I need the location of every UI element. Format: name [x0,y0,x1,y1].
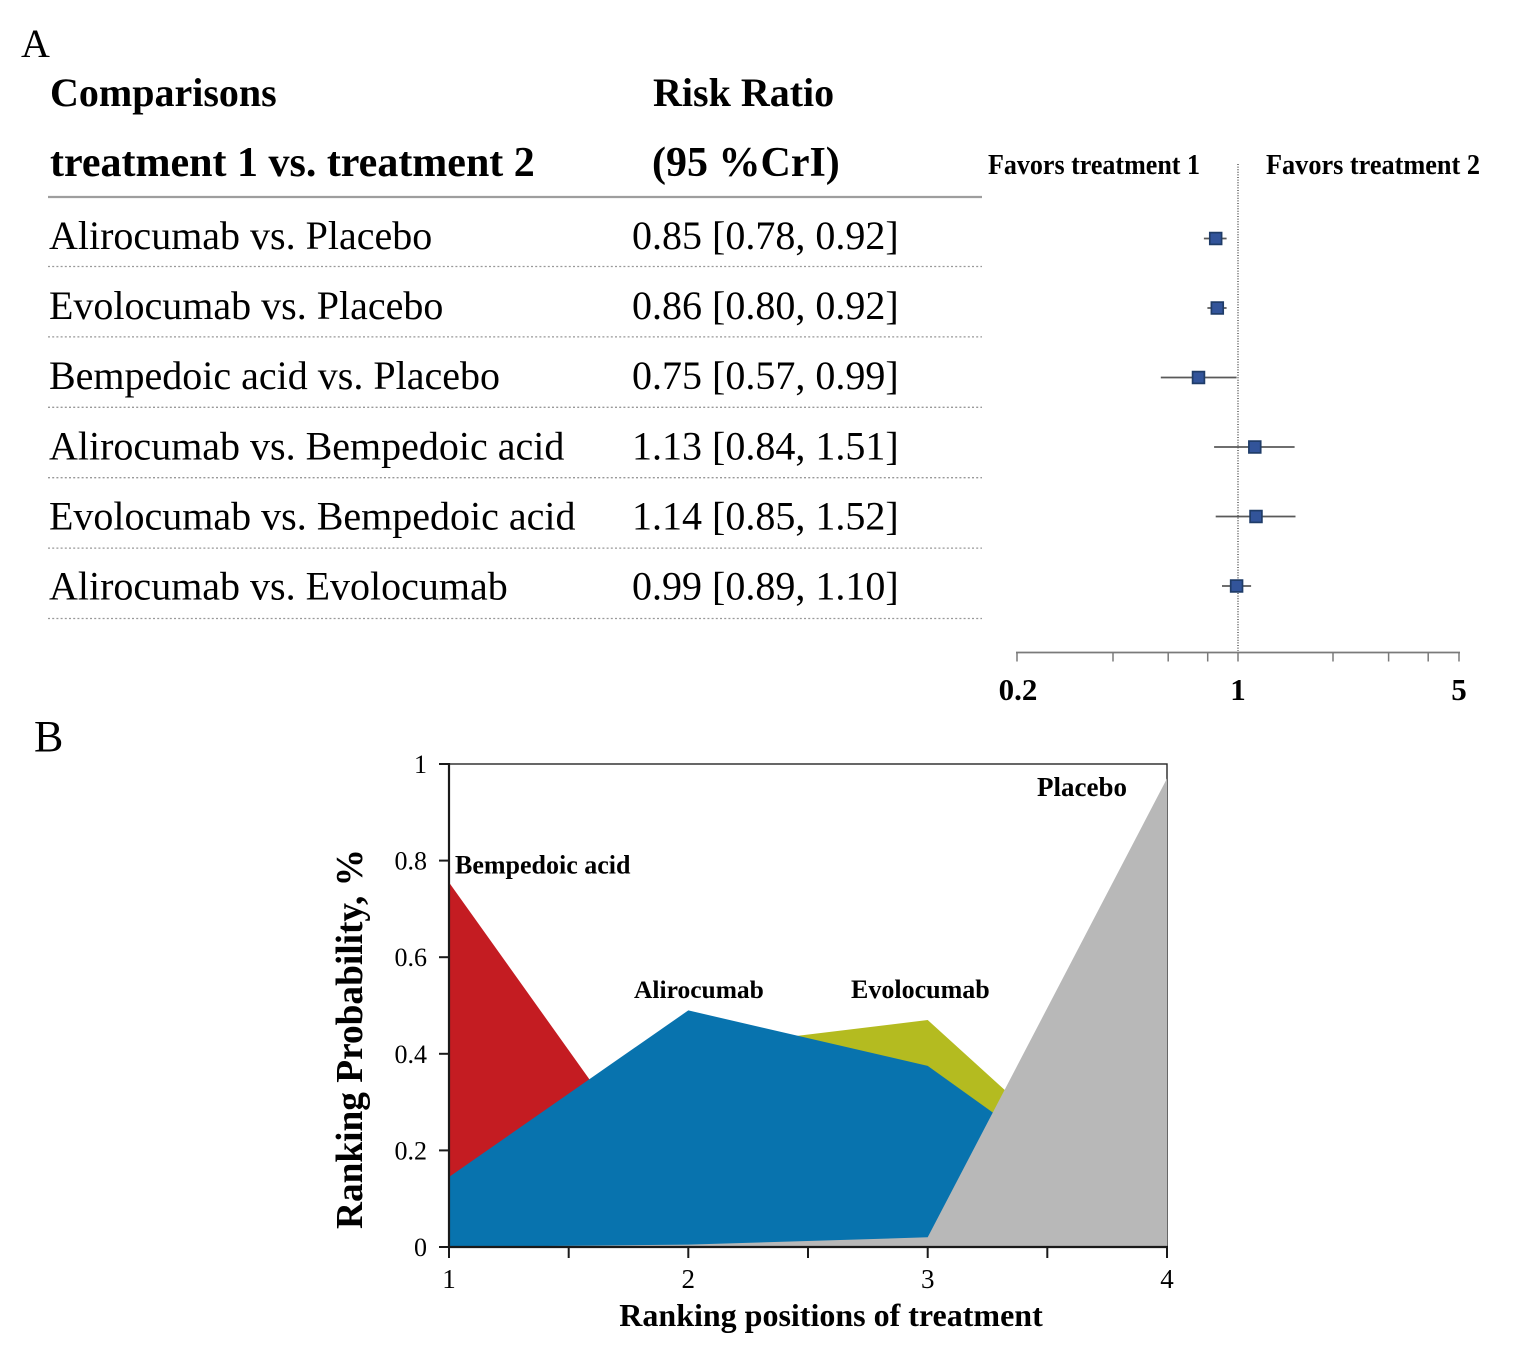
svg-text:Placebo: Placebo [1037,772,1127,802]
svg-text:0.2: 0.2 [999,672,1038,707]
svg-text:4: 4 [1160,1264,1174,1294]
svg-text:0.86 [0.80, 0.92]: 0.86 [0.80, 0.92] [632,283,899,328]
svg-text:1.14 [0.85, 1.52]: 1.14 [0.85, 1.52] [632,493,899,538]
svg-text:0.2: 0.2 [395,1136,428,1165]
svg-text:1.13 [0.84, 1.51]: 1.13 [0.84, 1.51] [632,423,899,468]
svg-text:0.75 [0.57, 0.99]: 0.75 [0.57, 0.99] [632,353,899,398]
svg-text:Alirocumab vs. Bempedoic acid: Alirocumab vs. Bempedoic acid [49,423,564,468]
svg-text:Alirocumab: Alirocumab [634,975,764,1004]
svg-text:treatment 1 vs. treatment 2: treatment 1 vs. treatment 2 [50,140,535,186]
svg-text:0.8: 0.8 [395,847,428,876]
svg-text:A: A [21,21,50,66]
svg-text:Ranking positions of treatment: Ranking positions of treatment [619,1297,1043,1333]
svg-text:Evolocumab vs. Placebo: Evolocumab vs. Placebo [49,283,443,328]
svg-text:Ranking Probability, %: Ranking Probability, % [329,849,371,1229]
svg-text:0: 0 [414,1233,427,1262]
svg-text:Comparisons: Comparisons [50,70,277,115]
svg-text:0.4: 0.4 [395,1040,428,1069]
svg-text:1: 1 [1230,672,1246,707]
svg-text:Favors treatment 2: Favors treatment 2 [1266,150,1480,181]
svg-text:(95 %CrI): (95 %CrI) [652,140,840,186]
svg-text:Evolocumab vs. Bempedoic acid: Evolocumab vs. Bempedoic acid [49,493,576,538]
svg-text:Alirocumab vs. Placebo: Alirocumab vs. Placebo [49,213,432,258]
svg-text:2: 2 [682,1264,696,1294]
svg-text:Favors treatment 1: Favors treatment 1 [988,150,1200,181]
svg-text:Evolocumab: Evolocumab [851,975,990,1004]
svg-text:Risk Ratio: Risk Ratio [653,70,834,115]
svg-text:Alirocumab vs. Evolocumab: Alirocumab vs. Evolocumab [49,564,508,609]
svg-text:0.99 [0.89, 1.10]: 0.99 [0.89, 1.10] [632,564,899,609]
svg-text:Bempedoic acid: Bempedoic acid [455,851,631,880]
svg-text:3: 3 [921,1264,935,1294]
svg-text:0.85 [0.78, 0.92]: 0.85 [0.78, 0.92] [632,213,899,258]
svg-text:0.6: 0.6 [395,943,428,972]
svg-text:Bempedoic acid vs. Placebo: Bempedoic acid vs. Placebo [49,353,500,398]
svg-text:1: 1 [442,1264,456,1294]
svg-text:5: 5 [1451,672,1467,707]
svg-text:1: 1 [414,750,427,779]
svg-text:B: B [34,712,63,761]
